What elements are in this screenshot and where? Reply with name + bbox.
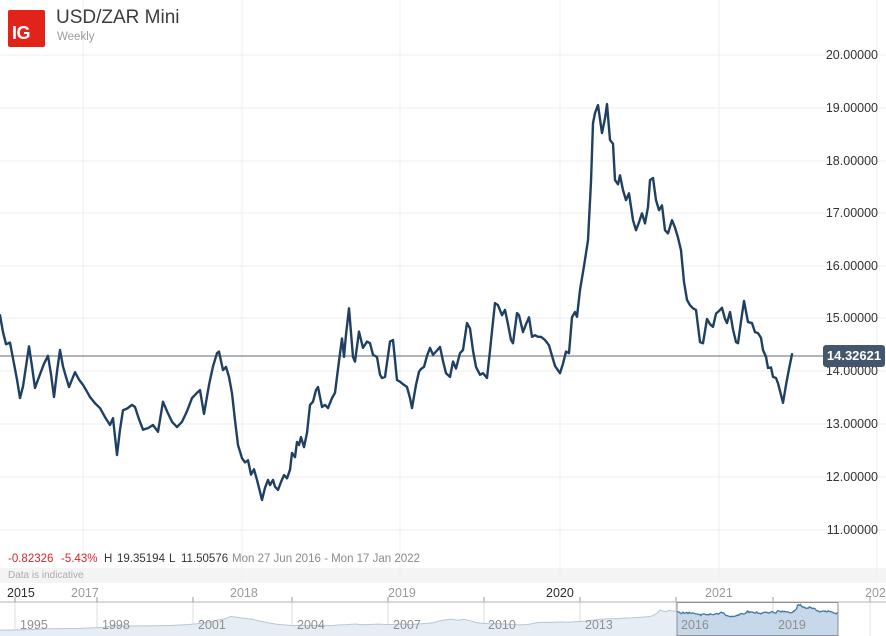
price-axis-label: 13.00000: [825, 417, 878, 431]
time-axis-label: 2019: [388, 586, 416, 600]
price-series-line: [0, 102, 794, 502]
navigator-year-label: 1998: [102, 618, 130, 632]
navigator-history-area: [0, 609, 677, 636]
ig-logo: IG: [8, 10, 45, 47]
price-change: -0.82326: [8, 553, 54, 565]
price-axis-label: 19.00000: [825, 101, 878, 115]
time-axis-label: 2022: [865, 586, 886, 600]
visible-date-range: Mon 27 Jun 2016 - Mon 17 Jan 2022: [232, 553, 420, 565]
price-axis-label: 18.00000: [825, 154, 878, 168]
price-axis-label: 20.00000: [825, 48, 878, 62]
instrument-title: USD/ZAR Mini: [56, 7, 180, 28]
time-axis-label: 2018: [230, 586, 258, 600]
navigator-selected-area: [677, 604, 838, 636]
navigator-year-label: 2019: [778, 618, 806, 632]
time-axis-label: 2020: [546, 586, 574, 600]
price-change-pct: -5.43%: [61, 553, 98, 565]
price-axis-label: 17.00000: [825, 206, 878, 220]
time-axis-label: 2021: [705, 586, 733, 600]
price-axis-label: 16.00000: [825, 259, 878, 273]
ig-logo-text: IG: [12, 23, 31, 43]
price-axis-label: 15.00000: [825, 311, 878, 325]
chart-interval-label: Weekly: [57, 31, 95, 43]
price-axis-label: 11.00000: [826, 523, 878, 537]
indicative-strip: [0, 568, 886, 583]
low-value: 11.50576: [181, 553, 229, 565]
navigator-year-label: 2001: [198, 618, 226, 632]
navigator-future-blank: [839, 603, 886, 636]
navigator-year-label: 2007: [393, 618, 421, 632]
navigator-history-line: [0, 609, 677, 631]
high-label: H: [104, 553, 113, 565]
time-axis-label: 2017: [71, 586, 99, 600]
navigator-year-label: 2016: [681, 618, 709, 632]
navigator-selected-line: [676, 603, 839, 618]
time-axis-label: 2015: [7, 586, 35, 600]
price-axis-label: 12.00000: [825, 470, 878, 484]
navigator-year-label: 2010: [488, 618, 516, 632]
low-label: L: [169, 553, 176, 565]
navigator-year-label: 1995: [20, 618, 48, 632]
data-indicative-note: Data is indicative: [8, 570, 84, 581]
price-axis-label: 14.00000: [825, 364, 878, 378]
navigator-year-label: 2013: [585, 618, 613, 632]
navigator-year-label: 2004: [297, 618, 325, 632]
last-price-badge: 14.32621: [823, 345, 885, 367]
high-value: 19.35194: [117, 553, 165, 565]
session-info-bar: -0.82326 -5.43% H 19.35194 L 11.50576 Mo…: [0, 553, 886, 568]
